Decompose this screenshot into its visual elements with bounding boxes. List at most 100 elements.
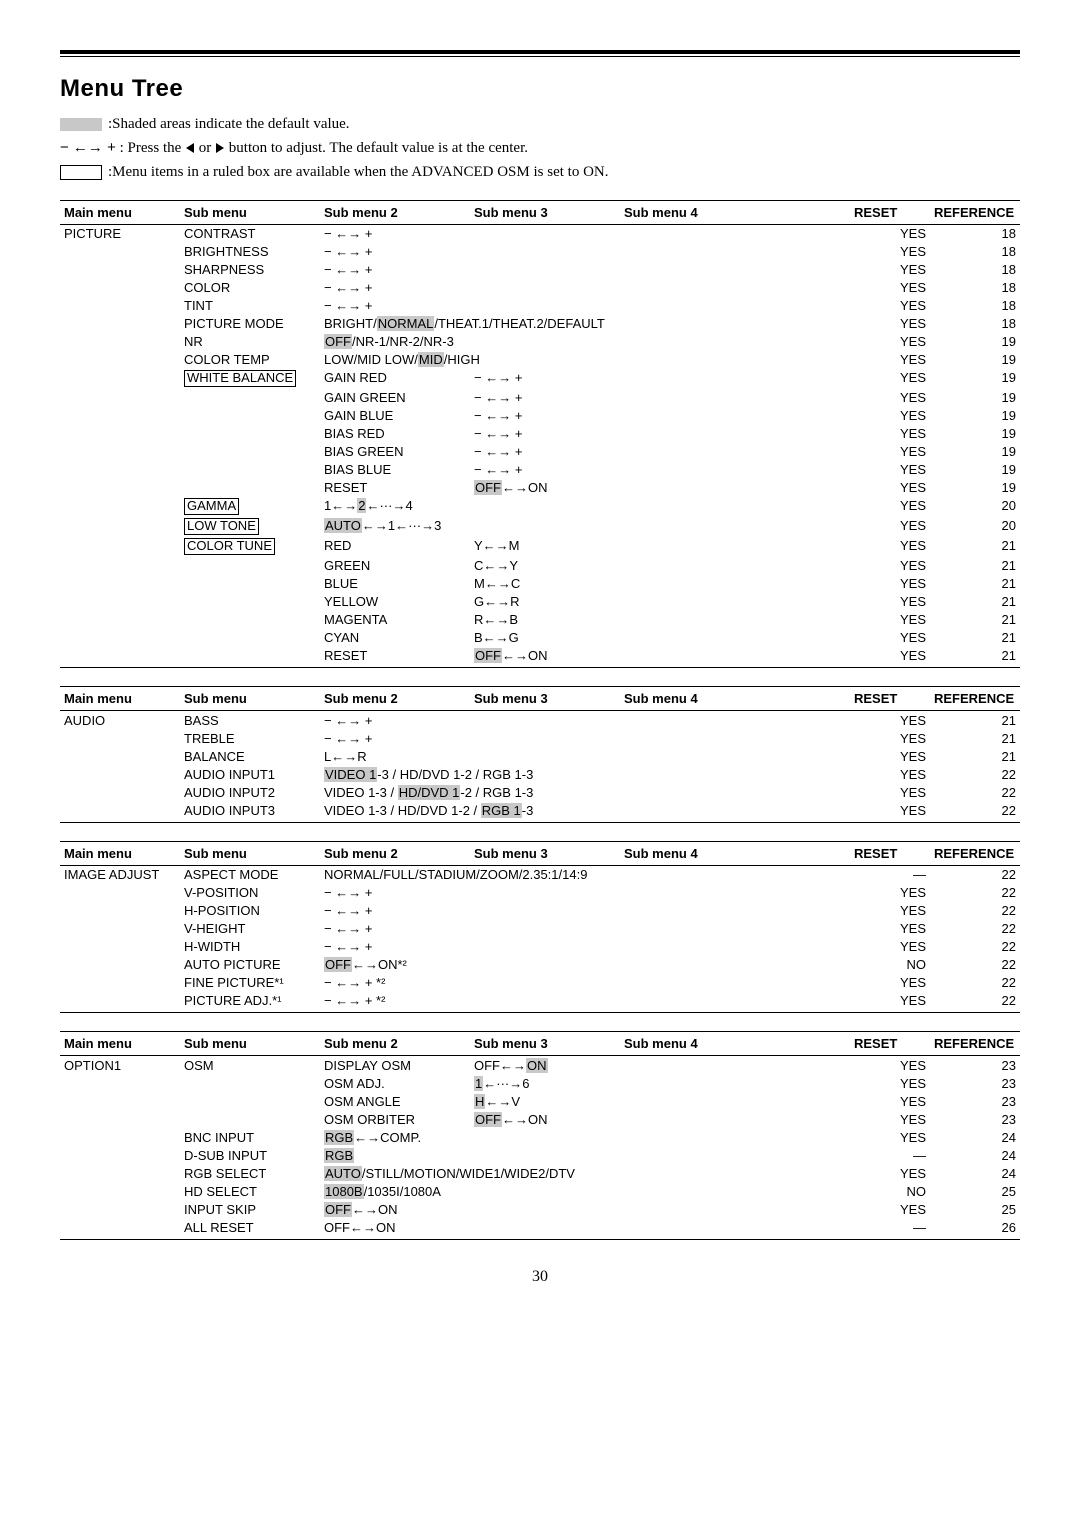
- cell-main: [60, 1182, 180, 1200]
- cell-s4: [620, 902, 850, 920]
- cell-reset: YES: [850, 992, 930, 1013]
- cell-ref: 22: [930, 884, 1020, 902]
- cell-s4: [620, 593, 850, 611]
- cell-reset: NO: [850, 1182, 930, 1200]
- cell-sub: OSM: [180, 1056, 320, 1075]
- cell-ref: 24: [930, 1128, 1020, 1146]
- cell-s3: [470, 884, 620, 902]
- cell-s4: [620, 1056, 850, 1075]
- cell-main: [60, 461, 180, 479]
- cell-ref: 22: [930, 956, 1020, 974]
- cell-s3: C←→Y: [470, 557, 620, 575]
- cell-s2wide: AUTO/STILL/MOTION/WIDE1/WIDE2/DTV: [320, 1164, 850, 1182]
- cell-s3: [470, 1146, 620, 1164]
- cell-ref: 20: [930, 497, 1020, 517]
- cell-s2: − ←→ +: [320, 243, 470, 261]
- cell-s2wide: AUTO←→1←···→3: [320, 517, 850, 537]
- cell-s3: − ←→ +: [470, 443, 620, 461]
- cell-s4: [620, 369, 850, 389]
- cell-main: [60, 261, 180, 279]
- cell-reset: YES: [850, 224, 930, 243]
- cell-ref: 19: [930, 407, 1020, 425]
- cell-ref: 19: [930, 443, 1020, 461]
- cell-s2: YELLOW: [320, 593, 470, 611]
- cell-main: [60, 765, 180, 783]
- cell-s4: [620, 747, 850, 765]
- cell-s3: [470, 992, 620, 1013]
- hdr-reset: RESET: [850, 841, 930, 865]
- cell-s2wide: RGB←→COMP.: [320, 1128, 850, 1146]
- cell-s2: GAIN GREEN: [320, 389, 470, 407]
- cell-reset: YES: [850, 1074, 930, 1092]
- cell-main: PICTURE: [60, 224, 180, 243]
- cell-sub: H-POSITION: [180, 902, 320, 920]
- cell-ref: 21: [930, 611, 1020, 629]
- cell-sub: [180, 479, 320, 497]
- cell-s3: B←→G: [470, 629, 620, 647]
- cell-s3: [470, 1218, 620, 1239]
- cell-ref: 26: [930, 1218, 1020, 1239]
- cell-reset: YES: [850, 407, 930, 425]
- cell-main: [60, 783, 180, 801]
- cell-ref: 21: [930, 647, 1020, 668]
- cell-s2wide: NORMAL/FULL/STADIUM/ZOOM/2.35:1/14:9: [320, 865, 850, 884]
- hdr-s2: Sub menu 2: [320, 200, 470, 224]
- cell-sub: NR: [180, 333, 320, 351]
- ruled-sample: [60, 165, 102, 180]
- cell-s3: [470, 243, 620, 261]
- cell-ref: 19: [930, 479, 1020, 497]
- cell-main: [60, 747, 180, 765]
- cell-main: [60, 575, 180, 593]
- cell-main: [60, 1128, 180, 1146]
- cell-main: [60, 351, 180, 369]
- menu-table: Main menuSub menuSub menu 2Sub menu 3Sub…: [60, 1031, 1020, 1240]
- cell-ref: 23: [930, 1092, 1020, 1110]
- hdr-sub: Sub menu: [180, 687, 320, 711]
- cell-main: [60, 243, 180, 261]
- cell-s2: L←→R: [320, 747, 470, 765]
- hdr-s3: Sub menu 3: [470, 1032, 620, 1056]
- cell-s3: [470, 974, 620, 992]
- cell-reset: YES: [850, 729, 930, 747]
- cell-sub: PICTURE ADJ.*¹: [180, 992, 320, 1013]
- cell-reset: YES: [850, 920, 930, 938]
- hdr-s4: Sub menu 4: [620, 200, 850, 224]
- hdr-s2: Sub menu 2: [320, 687, 470, 711]
- cell-s2wide: 1080B/1035I/1080A: [320, 1182, 850, 1200]
- hdr-sub: Sub menu: [180, 1032, 320, 1056]
- cell-reset: YES: [850, 611, 930, 629]
- cell-s3: − ←→ +: [470, 461, 620, 479]
- cell-main: [60, 992, 180, 1013]
- cell-main: [60, 1092, 180, 1110]
- cell-s2wide: VIDEO 1-3 / HD/DVD 1-2 / RGB 1-3: [320, 783, 850, 801]
- cell-sub: AUDIO INPUT3: [180, 801, 320, 822]
- cell-s2: BIAS GREEN: [320, 443, 470, 461]
- cell-reset: YES: [850, 315, 930, 333]
- cell-s3: [470, 1200, 620, 1218]
- hdr-s3: Sub menu 3: [470, 841, 620, 865]
- cell-reset: YES: [850, 801, 930, 822]
- cell-main: [60, 801, 180, 822]
- cell-sub: INPUT SKIP: [180, 1200, 320, 1218]
- cell-ref: 20: [930, 517, 1020, 537]
- cell-sub: AUDIO INPUT1: [180, 765, 320, 783]
- cell-s2wide: VIDEO 1-3 / HD/DVD 1-2 / RGB 1-3: [320, 801, 850, 822]
- cell-reset: YES: [850, 902, 930, 920]
- cell-s2wide: BRIGHT/NORMAL/THEAT.1/THEAT.2/DEFAULT: [320, 315, 850, 333]
- cell-ref: 22: [930, 801, 1020, 822]
- cell-ref: 23: [930, 1056, 1020, 1075]
- cell-ref: 22: [930, 865, 1020, 884]
- cell-sub: V-POSITION: [180, 884, 320, 902]
- cell-main: [60, 315, 180, 333]
- hdr-sub: Sub menu: [180, 200, 320, 224]
- cell-s2: RGB: [320, 1146, 470, 1164]
- cell-s4: [620, 920, 850, 938]
- cell-sub: [180, 557, 320, 575]
- hdr-main: Main menu: [60, 1032, 180, 1056]
- cell-s4: [620, 884, 850, 902]
- cell-reset: YES: [850, 884, 930, 902]
- cell-ref: 18: [930, 279, 1020, 297]
- cell-reset: YES: [850, 279, 930, 297]
- cell-sub: FINE PICTURE*¹: [180, 974, 320, 992]
- cell-s2: − ←→ +: [320, 711, 470, 730]
